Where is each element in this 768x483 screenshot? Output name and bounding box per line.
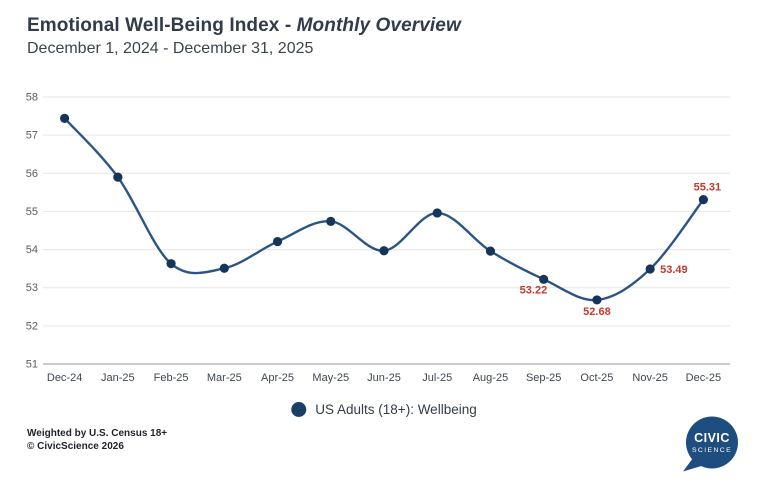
series-line [63, 117, 705, 302]
x-tick-label: Jul-25 [422, 372, 452, 384]
y-tick-label: 54 [26, 244, 38, 256]
x-tick-label: Nov-25 [632, 372, 667, 384]
data-point [326, 216, 336, 226]
data-point [272, 236, 283, 247]
legend-label: US Adults (18+): Wellbeing [315, 402, 477, 417]
source-notes: Weighted by U.S. Census 18+ © CivicScien… [27, 427, 167, 453]
x-tick-label: Dec-25 [686, 372, 721, 384]
chart-subtitle: December 1, 2024 - December 31, 2025 [27, 40, 314, 57]
civicscience-logo: CIVIC SCIENCE [683, 416, 738, 472]
point-value-label: 53.49 [660, 264, 688, 276]
y-tick-label: 55 [26, 206, 38, 218]
logo-text-civic: CIVIC [694, 431, 730, 445]
chart-legend: US Adults (18+): Wellbeing [291, 402, 477, 417]
x-tick-label: Aug-25 [473, 372, 508, 384]
speech-bubble-icon [683, 416, 738, 472]
y-tick-label: 52 [26, 320, 38, 332]
x-tick-label: May-25 [312, 372, 349, 384]
point-value-label: 53.22 [520, 284, 548, 296]
x-tick-label: Jan-25 [101, 372, 135, 384]
page-title: Emotional Well-Being Index - Monthly Ove… [27, 15, 461, 37]
y-tick-label: 56 [26, 168, 38, 180]
data-point [539, 274, 549, 284]
data-point [379, 246, 389, 256]
y-tick-label: 57 [26, 130, 38, 142]
copyright-note: © CivicScience 2026 [27, 441, 124, 452]
weighting-note: Weighted by U.S. Census 18+ [27, 428, 168, 439]
data-point [592, 295, 602, 305]
logo-text-science: SCIENCE [692, 447, 732, 454]
chart-header: Emotional Well-Being Index - Monthly Ove… [27, 15, 461, 58]
data-point [60, 113, 70, 123]
x-tick-label: Apr-25 [261, 372, 294, 384]
data-point [113, 172, 123, 182]
data-point [219, 263, 229, 273]
x-tick-label: Oct-25 [580, 372, 613, 384]
x-tick-label: Jun-25 [367, 372, 401, 384]
legend-marker-icon [291, 402, 307, 417]
title-emphasis: Monthly Overview [296, 15, 461, 36]
point-value-label: 55.31 [694, 182, 722, 194]
data-point [698, 195, 708, 205]
data-point [645, 264, 655, 274]
y-tick-label: 58 [26, 92, 38, 104]
point-value-label: 52.68 [583, 306, 611, 318]
y-tick-label: 53 [26, 282, 38, 294]
x-tick-label: Mar-25 [207, 372, 242, 384]
data-point [166, 259, 176, 269]
data-point [432, 208, 442, 218]
y-tick-label: 51 [26, 359, 38, 371]
x-tick-label: Sep-25 [526, 372, 561, 384]
title-main: Emotional Well-Being Index - [27, 15, 297, 36]
x-tick-label: Dec-24 [47, 372, 82, 384]
x-tick-label: Feb-25 [154, 372, 189, 384]
data-point [485, 246, 496, 256]
